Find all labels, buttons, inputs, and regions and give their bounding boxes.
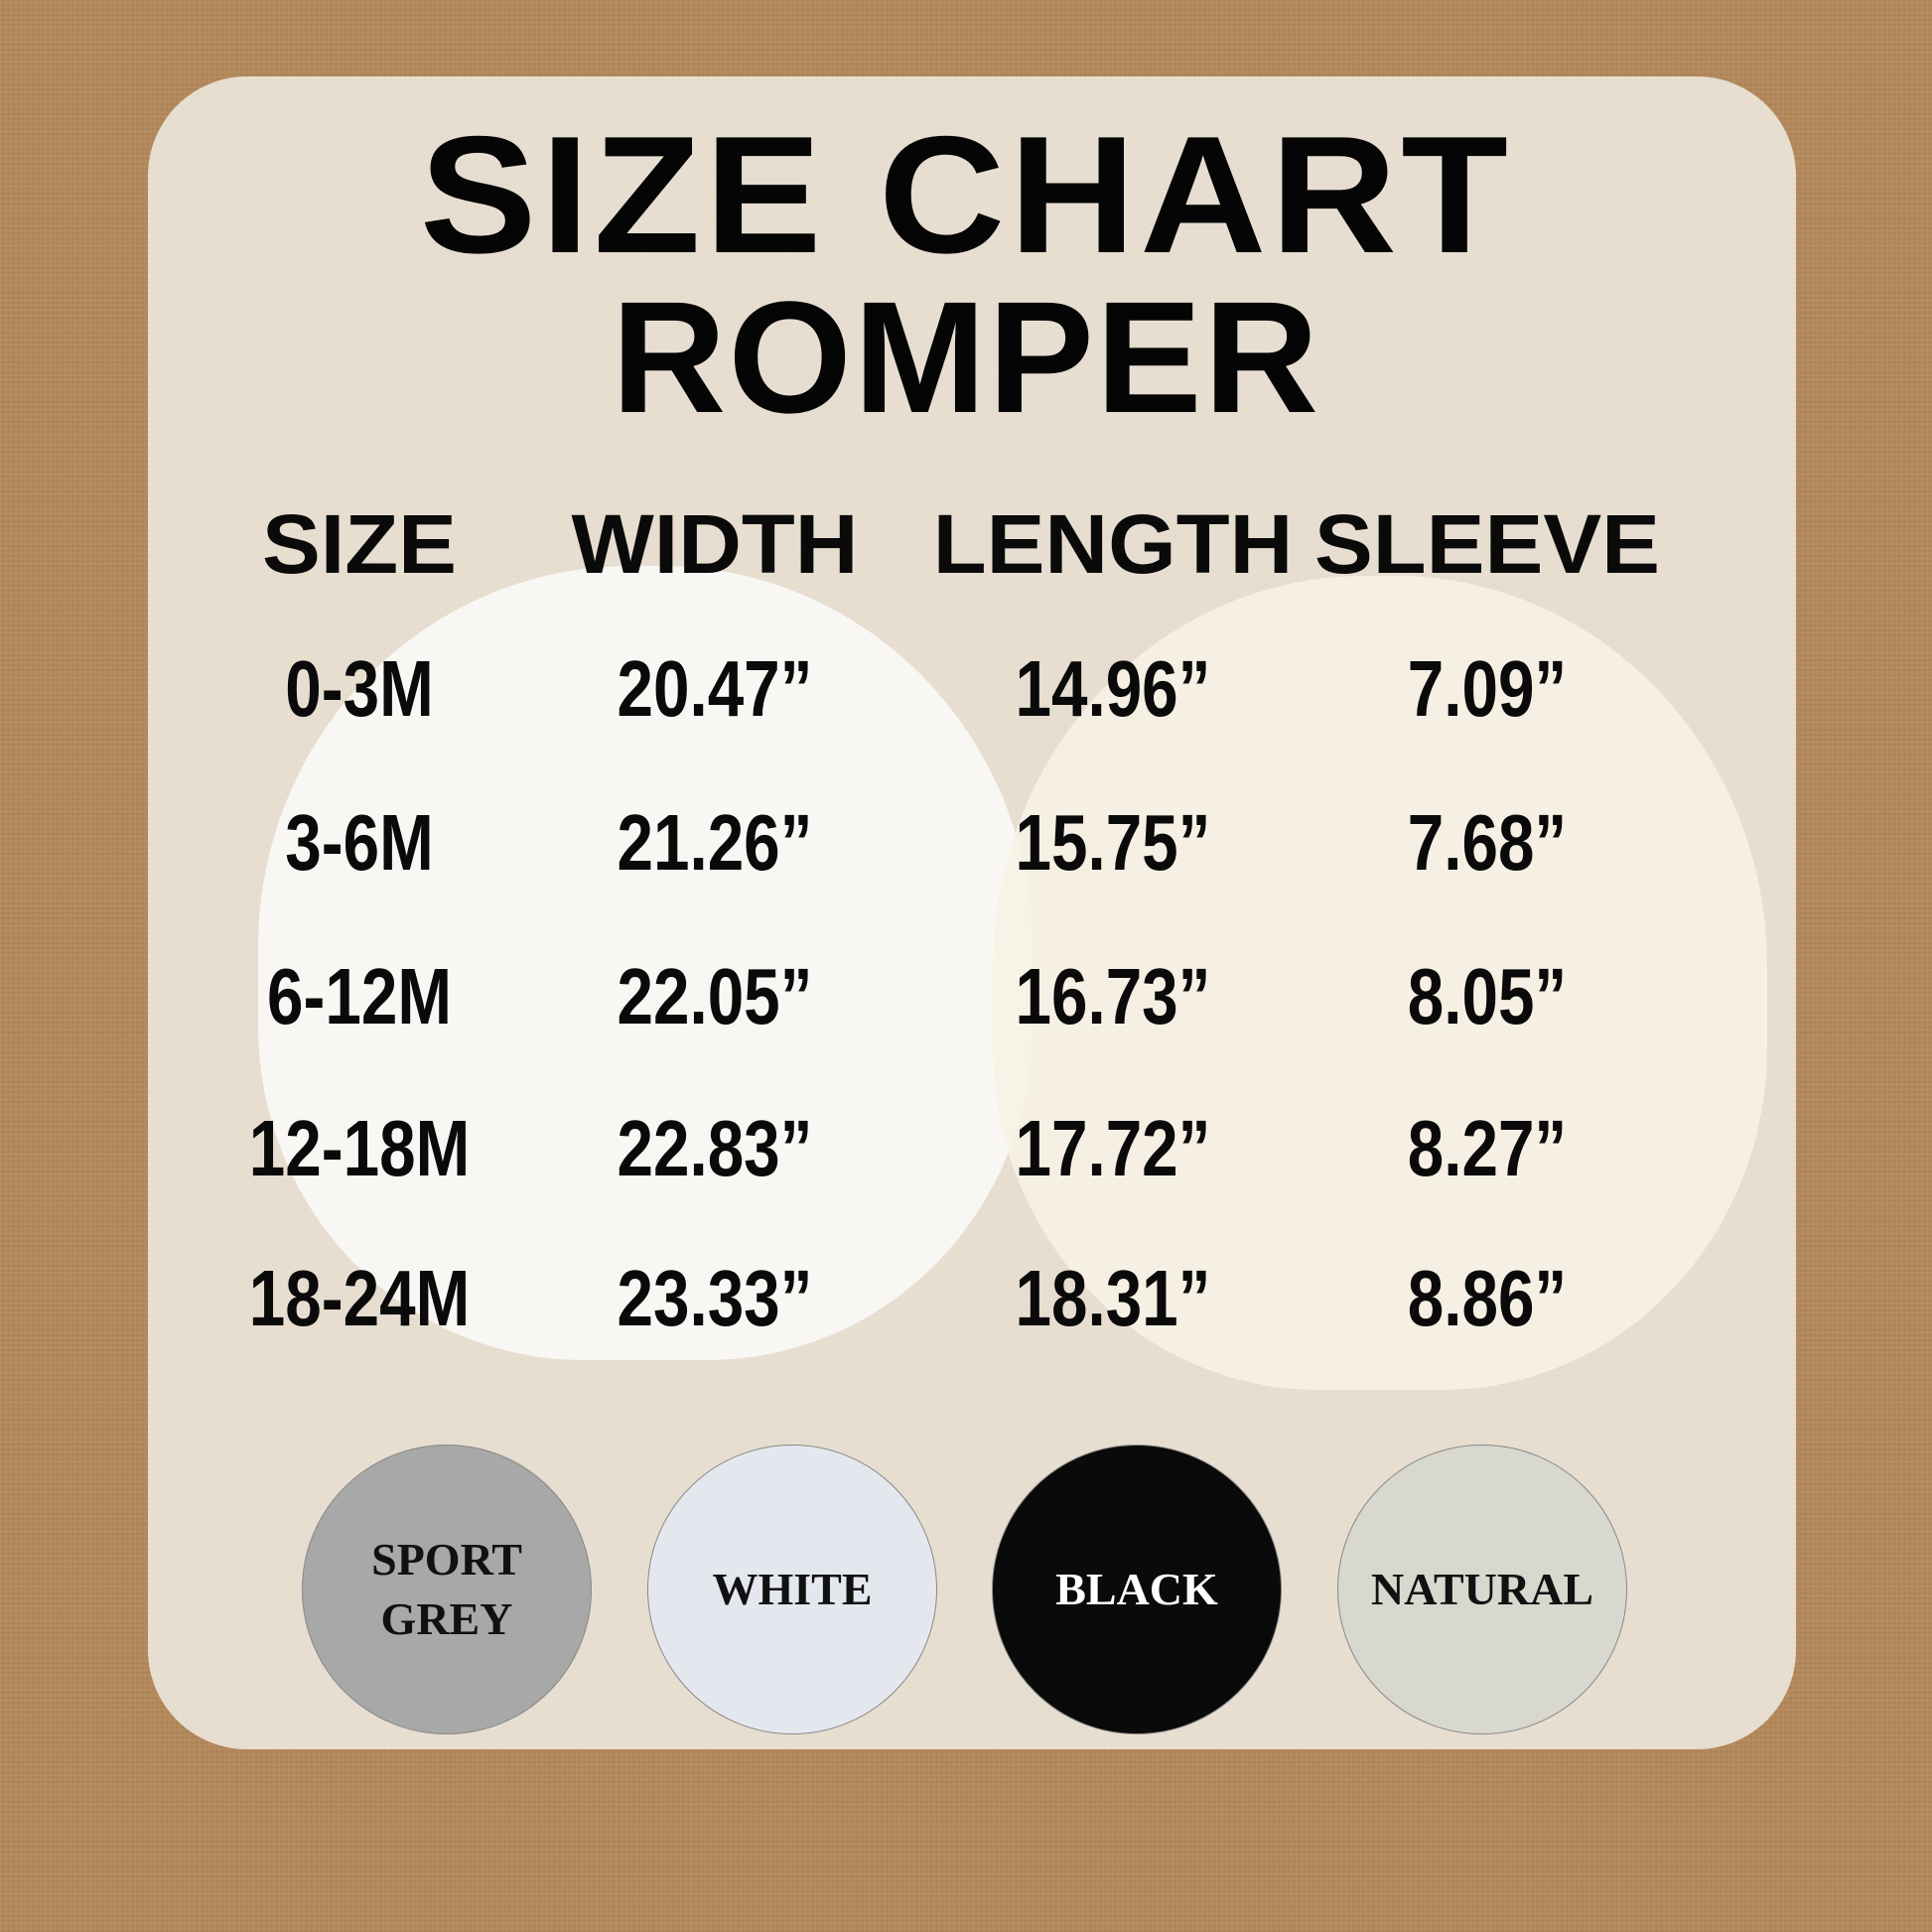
natural-romper-image bbox=[993, 576, 1767, 1390]
size-label: 3-6M bbox=[285, 798, 434, 887]
measurement-cell: 16.73” bbox=[1015, 952, 1211, 1040]
size-label: 12-18M bbox=[248, 1104, 471, 1192]
measurement-cell: 22.83” bbox=[617, 1104, 813, 1192]
measurement-cell: 18.31” bbox=[1015, 1254, 1211, 1342]
color-swatch: NATURAL bbox=[1337, 1445, 1627, 1734]
measurement-cell: 8.27” bbox=[1407, 1104, 1568, 1192]
color-label: SPORT GREY bbox=[371, 1534, 522, 1644]
white-romper-image bbox=[258, 566, 1033, 1360]
page-subtitle: ROMPER bbox=[611, 268, 1321, 446]
measurement-cell: 21.26” bbox=[617, 798, 813, 887]
column-header: WIDTH bbox=[571, 497, 859, 591]
measurement-cell: 8.05” bbox=[1407, 952, 1568, 1040]
measurement-cell: 7.09” bbox=[1407, 644, 1568, 733]
color-label: NATURAL bbox=[1370, 1564, 1594, 1615]
color-label: WHITE bbox=[712, 1564, 873, 1615]
measurement-cell: 23.33” bbox=[617, 1254, 813, 1342]
color-swatch: SPORT GREY bbox=[302, 1445, 592, 1734]
measurement-cell: 15.75” bbox=[1015, 798, 1211, 887]
column-header: SLEEVE bbox=[1313, 497, 1661, 591]
size-label: 18-24M bbox=[248, 1254, 471, 1342]
color-swatch: BLACK bbox=[992, 1445, 1282, 1734]
measurement-cell: 14.96” bbox=[1015, 644, 1211, 733]
measurement-cell: 22.05” bbox=[617, 952, 813, 1040]
page-title: SIZE CHART bbox=[419, 101, 1513, 288]
measurement-cell: 17.72” bbox=[1015, 1104, 1211, 1192]
color-swatch: WHITE bbox=[647, 1445, 937, 1734]
color-label: BLACK bbox=[1055, 1564, 1218, 1615]
size-label: 0-3M bbox=[285, 644, 434, 733]
measurement-cell: 20.47” bbox=[617, 644, 813, 733]
measurement-cell: 7.68” bbox=[1407, 798, 1568, 887]
column-header: SIZE bbox=[261, 497, 458, 591]
measurement-cell: 8.86” bbox=[1407, 1254, 1568, 1342]
column-header: LENGTH bbox=[932, 497, 1294, 591]
size-label: 6-12M bbox=[267, 952, 452, 1040]
